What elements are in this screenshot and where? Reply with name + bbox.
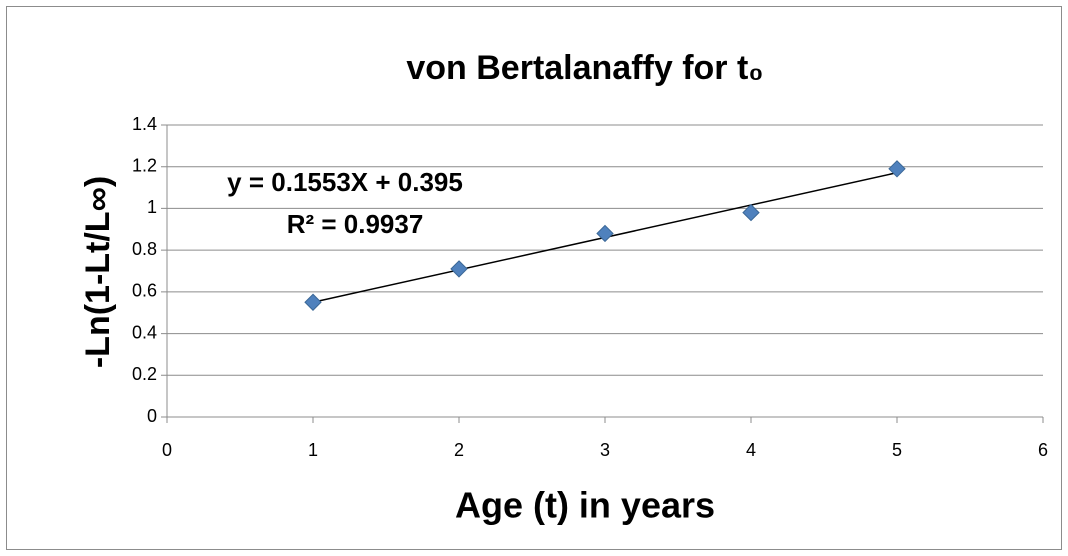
y-tick-label: 0.6 (132, 281, 157, 301)
y-tick-label: 0 (147, 406, 157, 426)
data-point (450, 260, 468, 278)
data-point (304, 293, 322, 311)
y-axis-label: -Ln(1-Lt/L∞) (79, 176, 117, 368)
trendline-equation: y = 0.1553X + 0.395 (227, 167, 463, 197)
x-tick-label: 0 (162, 440, 172, 460)
y-tick-label: 0.8 (132, 239, 157, 259)
y-tick-label: 0.4 (132, 322, 157, 342)
data-point (888, 160, 906, 178)
x-tick-label: 1 (308, 440, 318, 460)
y-tick-label: 1.4 (132, 114, 157, 134)
x-tick-label: 6 (1038, 440, 1048, 460)
chart-title: von Bertalanaffy for t₀ (406, 49, 763, 87)
y-tick-label: 0.2 (132, 364, 157, 384)
data-point (742, 203, 760, 222)
x-axis-label: Age (t) in years (455, 485, 715, 526)
x-tick-label: 3 (600, 440, 610, 460)
y-tick-label: 1.2 (132, 155, 157, 175)
r-squared: R² = 0.9937 (287, 209, 424, 239)
x-tick-label: 5 (892, 440, 902, 460)
x-tick-label: 4 (746, 440, 756, 460)
x-tick-label: 2 (454, 440, 464, 460)
chart-frame (6, 6, 1062, 550)
y-tick-label: 1 (147, 197, 157, 217)
data-point (596, 224, 614, 243)
